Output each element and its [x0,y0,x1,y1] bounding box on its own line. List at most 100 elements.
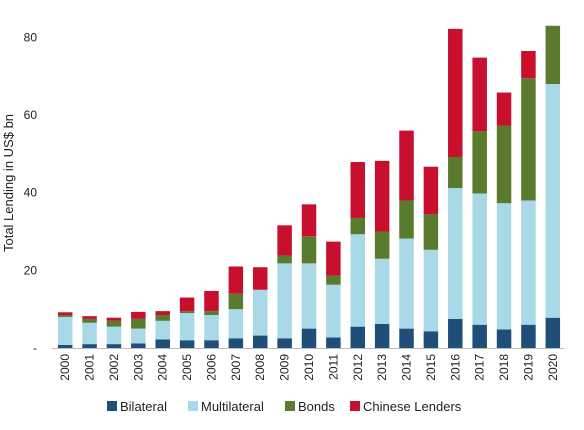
bar-multilateral-2016 [448,188,463,319]
bar-chinese-lenders-2017 [472,57,487,132]
x-tick-label: 2001 [83,354,97,381]
x-tick-label: 2018 [497,354,511,381]
bar-bilateral-2003 [131,343,146,348]
bar-chinese-lenders-2019 [521,51,536,79]
bar-bilateral-2019 [521,324,536,348]
bar-chinese-lenders-2015 [423,166,439,215]
bar-multilateral-2017 [472,193,487,325]
bar-bilateral-2001 [82,344,97,348]
bar-chinese-lenders-2013 [374,160,390,232]
bar-bilateral-2017 [472,324,487,348]
bar-chinese-lenders-2006 [204,290,219,312]
legend-label: Bonds [298,399,335,414]
bar-bonds-2001 [82,318,97,323]
bar-multilateral-2013 [374,258,390,324]
bar-bilateral-2004 [155,339,170,348]
bar-bilateral-2013 [374,323,390,348]
bar-chinese-lenders-2001 [82,316,97,319]
x-tick-label: 2016 [448,354,462,381]
bar-bonds-2019 [521,78,536,201]
bar-bilateral-2012 [350,326,366,348]
bar-bonds-2006 [204,311,219,315]
bar-bonds-2012 [350,217,366,235]
y-tick-label: 20 [24,263,38,277]
bar-multilateral-2005 [179,313,195,341]
bar-bilateral-2010 [301,328,317,348]
bar-chinese-lenders-2004 [155,311,170,315]
bar-chinese-lenders-2014 [399,130,414,201]
y-axis-label: Total Lending in US$ bn [1,114,16,252]
bar-bonds-2018 [496,125,512,204]
bar-bonds-2003 [131,318,146,329]
bar-chinese-lenders-2008 [252,267,268,290]
x-tick-label: 2020 [546,354,560,381]
x-tick-label: 2012 [351,354,365,381]
bar-bilateral-2018 [496,329,512,348]
bar-bilateral-2009 [277,338,292,348]
legend-label: Multilateral [201,399,264,414]
bar-bilateral-2011 [326,337,341,348]
x-tick-label: 2009 [278,354,292,381]
bar-chinese-lenders-2012 [350,162,366,218]
bar-bonds-2020 [545,25,561,84]
x-tick-label: 2017 [473,354,487,381]
bar-multilateral-2014 [399,238,414,329]
bar-bonds-2013 [374,231,390,259]
bar-multilateral-2007 [228,309,244,339]
bar-bonds-2005 [179,311,195,314]
x-tick-label: 2013 [375,354,389,381]
y-tick-label: 80 [24,30,38,44]
x-tick-label: 2006 [204,354,218,381]
bar-chinese-lenders-2009 [277,225,292,256]
x-tick-label: 2000 [58,354,72,381]
bar-multilateral-2010 [301,263,317,329]
bar-bonds-2016 [448,156,463,189]
bar-multilateral-2009 [277,263,292,339]
bar-bilateral-2002 [106,344,122,348]
bar-multilateral-2020 [545,84,561,318]
bar-chinese-lenders-2000 [57,312,73,315]
x-tick-label: 2005 [180,354,194,381]
legend-label: Chinese Lenders [363,399,462,414]
bar-chinese-lenders-2018 [496,92,512,126]
x-tick-label: 2019 [521,354,535,381]
bar-chinese-lenders-2007 [228,266,244,294]
bar-bilateral-2020 [545,317,561,348]
bar-chinese-lenders-2005 [179,297,195,312]
bar-multilateral-2011 [326,284,341,338]
bar-bilateral-2006 [204,340,219,348]
bar-bonds-2007 [228,293,244,310]
bar-bonds-2010 [301,236,317,264]
bar-chinese-lenders-2016 [448,28,463,157]
bar-bilateral-2014 [399,328,414,348]
bar-multilateral-2008 [252,289,268,336]
bar-multilateral-2019 [521,200,536,325]
bar-bonds-2015 [423,214,439,250]
legend-label: Bilateral [120,399,167,414]
bar-chinese-lenders-2010 [301,204,317,237]
legend-swatch-bonds [285,401,295,411]
y-tick-label: - [33,341,37,355]
bar-bilateral-2015 [423,331,439,348]
legend-swatch-multilateral [188,401,198,411]
x-tick-label: 2011 [326,354,340,380]
bar-multilateral-2001 [82,322,97,345]
bar-bilateral-2007 [228,338,244,348]
bar-bonds-2000 [57,315,73,317]
x-tick-label: 2002 [107,354,121,381]
bar-bonds-2009 [277,255,292,264]
y-tick-label: 40 [24,186,38,200]
bar-chinese-lenders-2011 [326,241,341,276]
bar-bonds-2014 [399,200,414,239]
bar-multilateral-2000 [57,316,73,345]
x-tick-label: 2004 [156,354,170,381]
bar-bilateral-2008 [252,335,268,348]
bar-multilateral-2004 [155,320,170,340]
x-tick-label: 2003 [131,354,145,381]
bar-multilateral-2015 [423,249,439,332]
x-tick-label: 2015 [424,354,438,381]
x-tick-label: 2010 [302,354,316,381]
x-tick-label: 2014 [400,354,414,381]
